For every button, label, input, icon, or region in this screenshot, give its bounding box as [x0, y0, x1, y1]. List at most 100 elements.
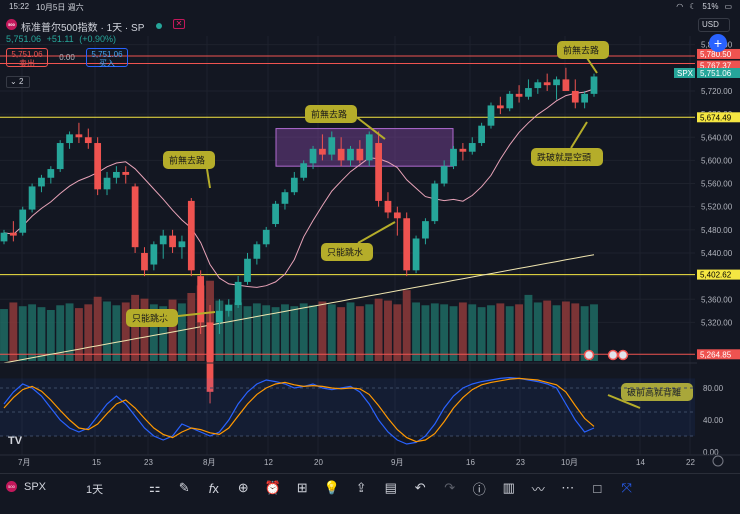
buy-button[interactable]: 5,751.06 买入 [86, 48, 128, 68]
volume-bar [74, 308, 83, 361]
market-open-dot [156, 23, 162, 29]
candle-type-icon[interactable]: ⚏ [148, 480, 161, 495]
volume-bar [543, 300, 552, 361]
candle-body [131, 186, 139, 248]
candle-body [206, 322, 214, 392]
interval-button[interactable]: 1天 [86, 484, 104, 496]
indicators-toggle[interactable]: ⌄ 2 [6, 76, 30, 88]
sell-label: 卖出 [19, 59, 35, 68]
idea-bulb-icon[interactable]: 💡 [323, 480, 340, 495]
price-change-row: 5,751.06 +51.11 (+0.90%) [6, 34, 119, 44]
volume-bar [84, 304, 93, 361]
candle-body [478, 125, 485, 144]
annotation-text: 破前高就背離 [627, 387, 681, 398]
candle-body [75, 134, 83, 138]
candle-body [534, 82, 542, 89]
candle-body [581, 93, 589, 103]
volume-bar [112, 305, 121, 361]
candle-body [571, 90, 579, 103]
volume-bar [327, 304, 336, 361]
redo-icon[interactable]: ↷ [444, 480, 456, 495]
volume-bar [412, 302, 420, 361]
symbol-button[interactable]: SPX [24, 481, 47, 493]
add-alert-button[interactable]: + [709, 34, 727, 52]
candle-body [543, 82, 551, 86]
info-icon[interactable]: ⓘ [472, 481, 486, 497]
candle-body [375, 143, 382, 201]
price-chart[interactable]: 前無去路只能跳水前無去路只能跳水前無去路跌破就是空頭破前高就背離5,800.00… [0, 0, 740, 470]
sell-button[interactable]: 5,751.06 卖出 [6, 48, 48, 68]
time-tick: 20 [314, 458, 323, 467]
alarm-icon[interactable]: ⏰ [264, 480, 281, 495]
fullscreen-icon[interactable]: ⤧ [621, 480, 632, 495]
buy-sell-panel: 5,751.06 卖出 0.00 5,751.06 买入 [6, 48, 128, 68]
undo-icon[interactable]: ↶ [414, 480, 426, 495]
square-icon[interactable]: □ [593, 480, 602, 496]
volume-bar [421, 305, 430, 361]
price-tick: 5,600.00 [701, 156, 733, 165]
wifi-icon: ◠ [676, 2, 684, 11]
candle-body [356, 148, 364, 161]
moving-average-long [3, 254, 595, 364]
moving-average-short [3, 88, 595, 288]
candle-body [225, 305, 233, 311]
annotation-text: 前無去路 [563, 45, 599, 56]
price-label-bg [697, 112, 740, 123]
share-icon[interactable]: ⇪ [355, 480, 367, 495]
candle-body [553, 79, 560, 86]
candle-body [234, 281, 242, 306]
candle-body [440, 166, 448, 184]
chart-header: 500 标准普尔500指数 · 1天 · SP ✕ [0, 14, 740, 34]
compare-icon[interactable]: ▥ [502, 480, 515, 495]
price-label: 5,674.49 [700, 113, 732, 122]
volume-bar [149, 304, 158, 361]
volume-bar [234, 302, 243, 361]
symbol-title[interactable]: 标准普尔500指数 · 1天 · SP [21, 23, 145, 34]
volume-bar [505, 306, 514, 361]
annotation-text: 只能跳水 [132, 313, 168, 324]
moon-icon: ☾ [689, 2, 697, 11]
layout-grid-icon[interactable]: ⊞ [296, 480, 308, 495]
snapshot-icon[interactable]: ▤ [384, 480, 397, 495]
volume-bar [355, 306, 364, 361]
volume-bar [318, 301, 327, 361]
volume-bar [243, 306, 252, 361]
volume-bar [178, 303, 186, 361]
candle-body [187, 200, 195, 271]
candle-body [365, 134, 373, 161]
price-label: 5,264.85 [700, 350, 732, 359]
candle-body [337, 148, 345, 161]
price-tick: 5,440.00 [701, 249, 733, 258]
candle-body [66, 134, 73, 144]
price-label: 5,780.50 [700, 50, 732, 59]
price-label-bg [674, 67, 695, 78]
currency-select[interactable]: USD [698, 18, 730, 32]
change-value: +51.11 [46, 34, 74, 44]
candle-body [459, 148, 467, 152]
close-icon[interactable]: ✕ [173, 19, 185, 29]
price-tick: 5,640.00 [701, 133, 733, 142]
stoch-d-line [3, 377, 595, 443]
candle-body [56, 143, 64, 170]
battery-icon: ▭ [724, 2, 732, 11]
add-icon[interactable]: ⊕ [237, 480, 249, 495]
annotation-pointer [586, 57, 598, 74]
candle-body [262, 229, 270, 245]
pen-icon[interactable]: ✎ [178, 480, 190, 495]
volume-bar [28, 304, 37, 361]
price-label-bg [697, 349, 740, 360]
volume-bar [281, 304, 289, 361]
price-label-bg [697, 67, 740, 78]
candle-body [281, 192, 289, 204]
status-right: ◠ ☾ 51% ▭ [676, 2, 732, 11]
candle-body [590, 76, 598, 94]
economic-event-icon [583, 349, 595, 361]
candle-body [197, 276, 205, 323]
more-icon[interactable]: ⋯ [561, 480, 575, 495]
candle-body [319, 148, 326, 155]
chart-style-icon[interactable]: 〰 [531, 481, 545, 497]
price-axis-bg [697, 36, 740, 456]
status-time: 15:22 [9, 2, 30, 11]
